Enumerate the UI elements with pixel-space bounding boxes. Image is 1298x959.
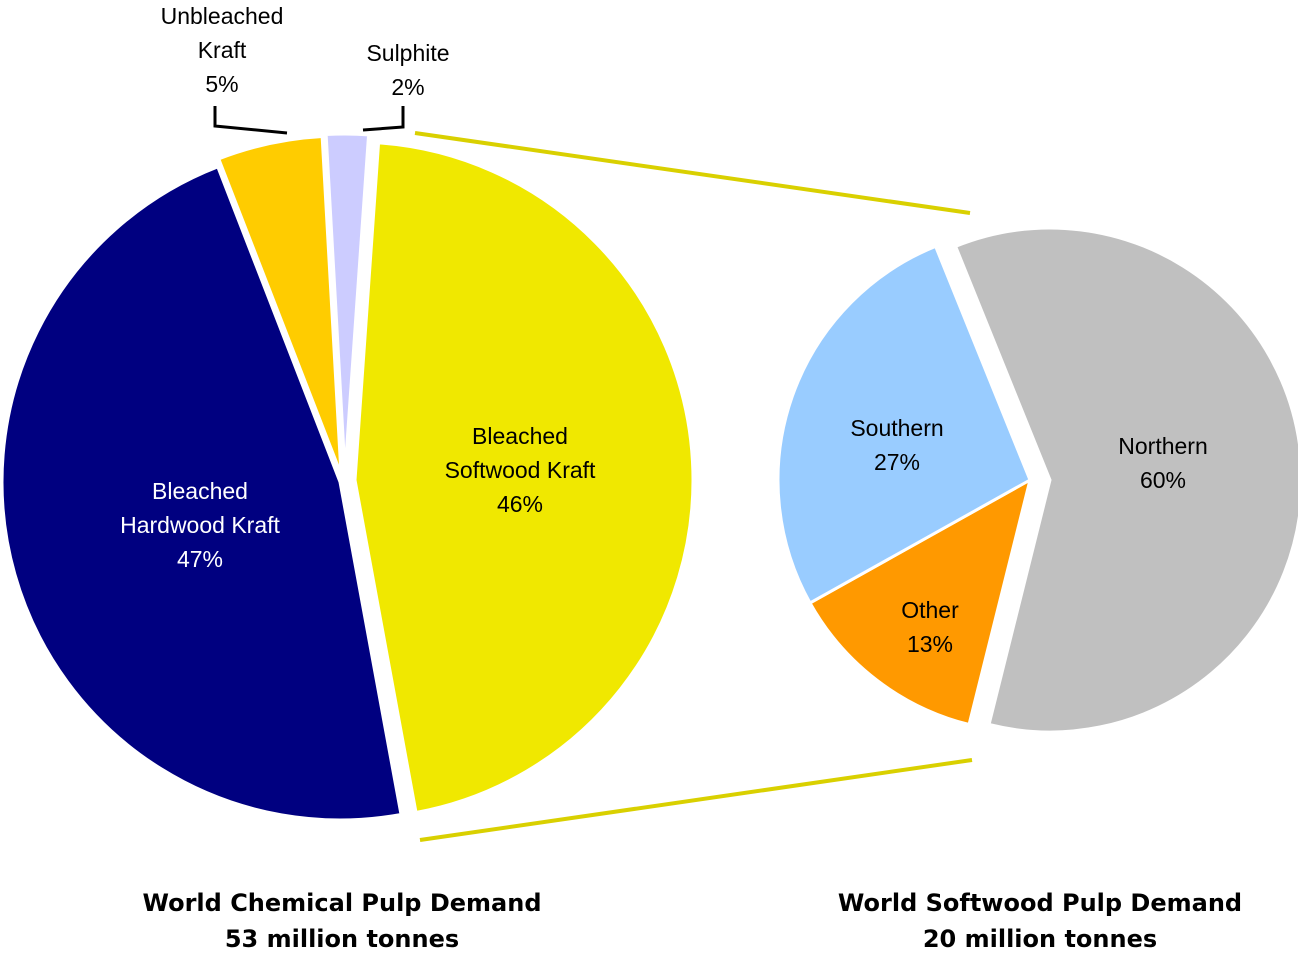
chart-subtitle: 53 million tonnes	[224, 925, 460, 953]
pie-slice	[0, 164, 403, 822]
category-label: Southern	[850, 415, 944, 441]
category-label: Unbleached Kraft	[160, 3, 284, 63]
slice-label: Bleached Hardwood Kraft 47%	[120, 474, 280, 576]
chart-title: World Chemical Pulp Demand	[142, 889, 542, 917]
pie-slice	[953, 226, 1298, 734]
category-label: Bleached Softwood Kraft	[444, 423, 596, 483]
slice-label: Bleached Softwood Kraft 46%	[445, 419, 596, 521]
chart-title: World Softwood Pulp Demand	[837, 889, 1243, 917]
slice-label: Northern 60%	[1118, 429, 1207, 497]
category-label: Bleached Hardwood Kraft	[120, 478, 280, 538]
value-label: 2%	[391, 74, 425, 100]
leader-line	[213, 106, 288, 135]
category-label: Other	[901, 597, 959, 623]
slice-label: Southern 27%	[850, 411, 943, 479]
connector-line	[414, 131, 971, 215]
pie-slice	[216, 134, 343, 475]
value-label: 13%	[906, 631, 954, 657]
value-label: 47%	[176, 546, 224, 572]
value-label: 5%	[205, 71, 239, 97]
category-label: Northern	[1118, 433, 1208, 459]
pie-slice	[324, 132, 371, 473]
connector-line	[419, 758, 973, 842]
value-label: 60%	[1139, 467, 1187, 493]
value-label: 27%	[873, 449, 921, 475]
pie-slice	[807, 476, 1033, 727]
pie-slice	[353, 141, 695, 815]
pie-slice	[776, 244, 1032, 605]
slice-label: Unbleached Kraft 5%	[161, 0, 284, 101]
value-label: 46%	[496, 491, 544, 517]
slice-label: Other 13%	[901, 593, 959, 661]
chart-subtitle: 20 million tonnes	[922, 925, 1158, 953]
slice-label: Sulphite 2%	[366, 36, 449, 104]
category-label: Sulphite	[366, 40, 450, 66]
leader-line	[362, 106, 405, 132]
